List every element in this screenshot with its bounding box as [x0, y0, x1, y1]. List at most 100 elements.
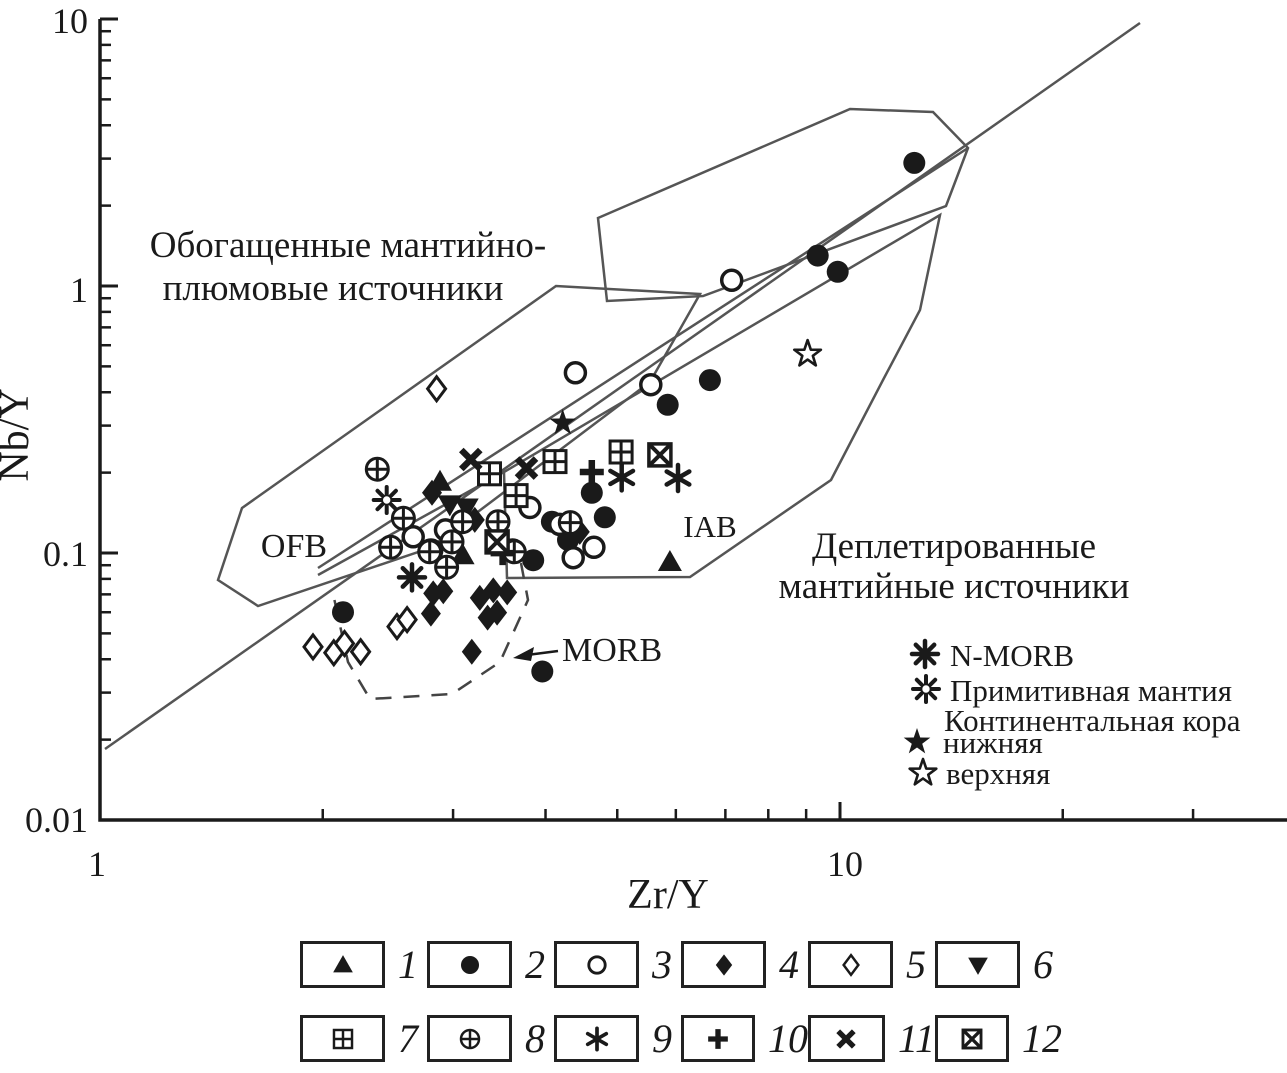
legend-number: 8 [525, 1015, 545, 1061]
upper-crust-label: верхняя [946, 756, 1050, 791]
legend-item-8: 8 [427, 1015, 554, 1062]
legend-number: 7 [398, 1015, 418, 1061]
point-circle-f [531, 660, 554, 683]
depleted-region-label-line1: Деплетированные [812, 526, 1096, 567]
point-diam-f [497, 579, 518, 606]
legend-item-10: 10 [681, 1015, 808, 1062]
point-circle-o [639, 372, 663, 397]
point-circle-f [656, 393, 679, 416]
legend-symbol-box-12 [935, 1015, 1009, 1062]
point-circle-f [826, 260, 849, 283]
legend-number: 4 [779, 941, 799, 987]
point-circle-f [903, 151, 926, 174]
y-tick-1: 1 [70, 270, 88, 310]
legend-item-5: 5 [808, 941, 935, 988]
ofb-field-label: OFB [261, 528, 327, 565]
legend-number: 6 [1033, 941, 1053, 987]
plus-icon [701, 1022, 735, 1056]
point-circle-f [698, 369, 721, 392]
enriched-region-label-line1: Обогащенные мантийно- [150, 225, 546, 266]
primitive-mantle-icon [911, 674, 941, 704]
point-circ-plus [364, 456, 390, 482]
nmorb-ref-icon [912, 641, 938, 667]
legend-item-4: 4 [681, 941, 808, 988]
legend-symbol-box-2 [427, 941, 512, 988]
diam-f-icon [715, 953, 732, 976]
ref-point-nmorb [399, 564, 425, 590]
legend-number: 5 [906, 941, 926, 987]
x-tick-1: 1 [88, 844, 106, 884]
legend-row-1: 1 2 3 4 5 6 [300, 941, 1062, 988]
nmorb-ref-label: N-MORB [950, 638, 1074, 673]
y-tick-10: 10 [52, 1, 88, 41]
circle-f-icon [460, 955, 479, 974]
reference-legend: N-MORB Примитивная мантия Континентальна… [903, 638, 1241, 791]
y-axis-title: Nb/Y [0, 388, 38, 481]
point-asterisk [667, 465, 690, 491]
point-plus [580, 460, 604, 484]
point-box-plus [608, 439, 634, 465]
point-circle-o [582, 535, 606, 560]
legend-item-7: 7 [300, 1015, 427, 1062]
legend-number: 2 [525, 941, 545, 987]
point-box-plus [503, 483, 529, 509]
point-circle-o [563, 361, 588, 385]
asterisk-icon [585, 1025, 608, 1052]
tri-dn-icon [967, 957, 988, 975]
x-axis-title: Zr/Y [627, 872, 709, 918]
field-outlines [104, 21, 1141, 751]
point-circle-f [332, 601, 354, 624]
point-circ-plus [439, 529, 465, 555]
legend-item-2: 2 [427, 941, 554, 988]
point-box-x [484, 528, 511, 555]
continental-crust-label: Континентальная кора [944, 703, 1241, 738]
point-asterisk [610, 464, 633, 490]
legend-symbol-box-5 [808, 941, 893, 988]
field-iab-depleted-field [502, 212, 942, 580]
upper-crust-icon [908, 757, 938, 786]
field-morb [332, 562, 530, 701]
legend-symbol-box-6 [935, 941, 1020, 988]
legend-number: 3 [652, 941, 672, 987]
ref-point-pm [371, 485, 402, 515]
point-diam-f [461, 638, 482, 665]
legend-number: 12 [1022, 1015, 1062, 1061]
point-box-plus [542, 449, 568, 475]
field-upper-enriched-field [596, 107, 970, 303]
legend-number: 1 [398, 941, 418, 987]
legend-item-1: 1 [300, 941, 427, 988]
point-circle-f [593, 506, 616, 529]
x-bold-icon [829, 1022, 863, 1056]
legend-symbol-box-4 [681, 941, 766, 988]
enriched-region-label-line2: плюмовые источники [163, 268, 504, 309]
point-circ-plus [450, 509, 476, 535]
legend-symbol-box-11 [808, 1015, 885, 1062]
legend-item-6: 6 [935, 941, 1062, 988]
lower-crust-label: нижняя [943, 725, 1043, 760]
legend-row-2: 7 8 9 10 11 12 [300, 1015, 1062, 1062]
y-tick-0-1: 0.1 [43, 534, 88, 574]
x-tick-10: 10 [827, 844, 863, 884]
legend-symbol-box-10 [681, 1015, 755, 1062]
legend-symbol-box-1 [300, 941, 385, 988]
box-plus-icon [332, 1028, 353, 1049]
morb-field-label: MORB [562, 632, 662, 669]
legend-item-9: 9 [554, 1015, 681, 1062]
legend-item-3: 3 [554, 941, 681, 988]
point-diam-f [420, 600, 441, 627]
legend-symbol-box-3 [554, 941, 639, 988]
y-tick-0-01: 0.01 [25, 800, 88, 840]
plot-area: 10 1 0.1 0.01 1 10 Nb/Y Zr/Y Обогащенные… [0, 1, 1287, 918]
axes [98, 17, 1287, 822]
diam-o-icon [841, 953, 860, 976]
legend-number: 9 [652, 1015, 672, 1061]
point-circle-o [719, 268, 744, 293]
point-circle-f [806, 244, 829, 267]
circ-plus-icon [459, 1028, 480, 1049]
legend-item-12: 12 [935, 1015, 1062, 1062]
point-circle-f [580, 481, 603, 504]
point-diam-o [426, 375, 448, 403]
depleted-region-label-line2: мантийные источники [779, 566, 1130, 607]
